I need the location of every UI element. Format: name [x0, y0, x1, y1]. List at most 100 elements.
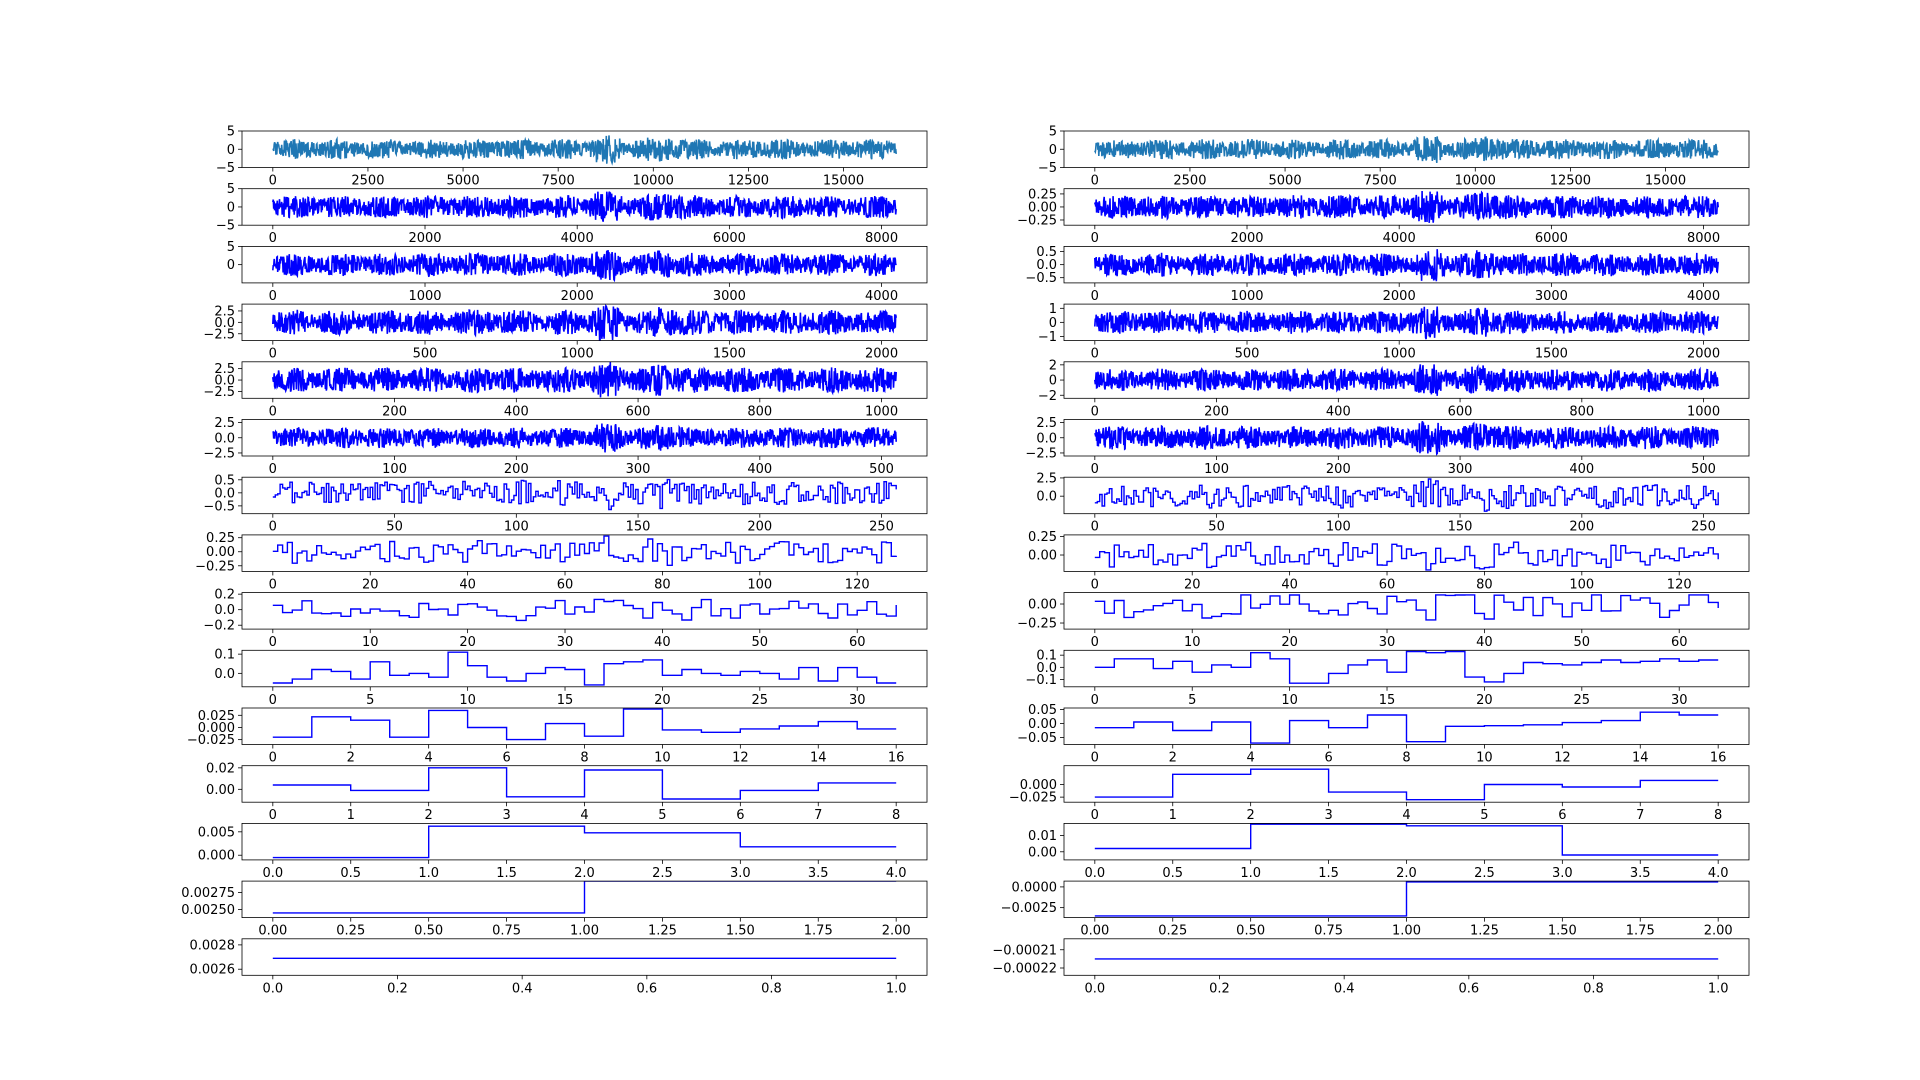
x-tick-label: 30 — [557, 635, 574, 650]
x-tick-label: 0 — [1091, 808, 1099, 823]
x-tick-label: 0 — [269, 231, 277, 246]
series-line — [1094, 249, 1719, 282]
x-tick-label: 0 — [269, 693, 277, 708]
x-tick-label: 0.2 — [1209, 981, 1230, 996]
subplot-right-5: 0 100 200 300 400 500 2.50.0−2.5 — [1025, 416, 1750, 477]
x-tick-label: 2 — [1169, 751, 1177, 766]
x-tick-label: 100 — [1326, 520, 1351, 535]
x-tick-label: 10 — [1476, 751, 1493, 766]
y-tick-label: 0.00 — [1028, 598, 1057, 613]
x-tick-label: 0 — [1091, 751, 1099, 766]
subplot-left-4: 0 200 400 600 800 1000 2.50.0−2.5 — [203, 361, 928, 419]
series-line — [272, 767, 897, 800]
plot-area — [1094, 881, 1719, 917]
x-tick-label: 20 — [362, 577, 379, 592]
x-tick-label: 8 — [892, 808, 900, 823]
x-tick-label: 0.00 — [258, 924, 287, 939]
x-tick-label: 2000 — [561, 289, 594, 304]
y-tick-label: 0.000 — [1020, 778, 1057, 793]
axes-frame — [241, 534, 928, 572]
x-tick-label: 3 — [502, 808, 510, 823]
x-tick-label: 2000 — [1383, 289, 1416, 304]
x-tick-label: 15000 — [1645, 174, 1686, 189]
x-tick-label: 150 — [626, 520, 651, 535]
x-tick-label: 60 — [1379, 577, 1396, 592]
y-tick-label: −2.5 — [203, 446, 235, 461]
x-tick-label: 80 — [1476, 577, 1493, 592]
x-tick-label: 1000 — [1687, 404, 1720, 419]
y-tick-label: 2.5 — [214, 416, 235, 431]
x-tick-label: 1000 — [561, 347, 594, 362]
x-tick-label: 5 — [366, 693, 374, 708]
y-tick-label: 0.25 — [1028, 530, 1057, 545]
x-tick-label: 2 — [1247, 808, 1255, 823]
x-tick-label: 1 — [347, 808, 355, 823]
x-tick-label: 1 — [1169, 808, 1177, 823]
y-tick-label: 2.5 — [214, 304, 235, 319]
series-line — [272, 361, 897, 398]
series-line — [1094, 823, 1719, 856]
x-tick-label: 12500 — [728, 174, 769, 189]
plot-area — [1094, 249, 1719, 282]
x-tick-label: 500 — [1235, 347, 1260, 362]
x-tick-label: 50 — [752, 635, 769, 650]
x-tick-label: 15 — [557, 693, 574, 708]
y-tick-label: 5 — [1049, 125, 1057, 140]
plot-area — [272, 304, 897, 341]
x-tick-label: 30 — [1671, 693, 1688, 708]
x-tick-label: 0.6 — [636, 981, 657, 996]
x-tick-label: 0.0 — [262, 981, 283, 996]
x-tick-label: 100 — [747, 577, 772, 592]
x-tick-label: 10 — [1281, 693, 1298, 708]
x-tick-label: 1.0 — [1708, 981, 1729, 996]
x-tick-label: 1000 — [865, 404, 898, 419]
y-tick-label: 0.0026 — [190, 963, 236, 978]
subplot-right-10: 0 2 4 6 8 10 12 14 16 0.050.00−0.05 — [1017, 703, 1750, 766]
plot-area — [272, 250, 897, 283]
x-tick-label: 7 — [814, 808, 822, 823]
plot-area — [272, 651, 897, 686]
y-tick-label: 0 — [1049, 374, 1057, 389]
y-tick-label: 0.00275 — [181, 886, 235, 901]
axes-frame — [241, 476, 928, 515]
x-tick-label: 4000 — [1687, 289, 1720, 304]
y-tick-label: 0.0 — [1036, 258, 1057, 273]
y-tick-label: 0.0 — [214, 667, 235, 682]
x-tick-label: 0 — [1091, 347, 1099, 362]
x-tick-label: 4000 — [865, 289, 898, 304]
x-tick-label: 0 — [269, 347, 277, 362]
x-tick-label: 1.50 — [1548, 924, 1577, 939]
series-line — [1094, 881, 1719, 917]
y-tick-label: −2.5 — [203, 327, 235, 342]
x-tick-label: 800 — [1569, 404, 1594, 419]
y-tick-label: −0.00021 — [992, 943, 1057, 958]
x-tick-label: 500 — [1691, 462, 1716, 477]
x-tick-label: 250 — [869, 520, 894, 535]
x-tick-label: 0.0 — [1084, 981, 1105, 996]
subplot-right-8: 0 10 20 30 40 50 60 0.00 −0.25 — [1017, 592, 1750, 650]
plot-area — [272, 767, 897, 800]
series-line — [272, 135, 897, 166]
x-tick-label: 2.00 — [882, 924, 911, 939]
x-tick-label: 400 — [747, 462, 772, 477]
subplot-left-12: 0.0 0.5 1.0 1.5 2.0 2.5 3.0 3.5 4.0 0.005 0.000 — [198, 823, 928, 881]
series-line — [1094, 768, 1719, 801]
y-tick-label: 0.0 — [214, 431, 235, 446]
x-tick-label: 6 — [736, 808, 744, 823]
y-tick-label: −0.1 — [1025, 673, 1057, 688]
series-line — [272, 250, 897, 283]
y-tick-label: 0 — [227, 143, 235, 158]
x-tick-label: 3000 — [713, 289, 746, 304]
x-tick-label: 0 — [269, 462, 277, 477]
x-tick-label: 6 — [502, 751, 510, 766]
x-tick-label: 0.0 — [262, 866, 283, 881]
y-tick-label: 0 — [227, 200, 235, 215]
x-tick-label: 40 — [1476, 635, 1493, 650]
x-tick-label: 100 — [1569, 577, 1594, 592]
x-tick-label: 8 — [1714, 808, 1722, 823]
subplot-left-10: 0 2 4 6 8 10 12 14 16 0.0250.000−0.025 — [187, 707, 928, 766]
x-tick-label: 1000 — [1230, 289, 1263, 304]
x-tick-label: 25 — [1574, 693, 1591, 708]
series-line — [272, 191, 897, 222]
series-line — [1094, 190, 1719, 223]
